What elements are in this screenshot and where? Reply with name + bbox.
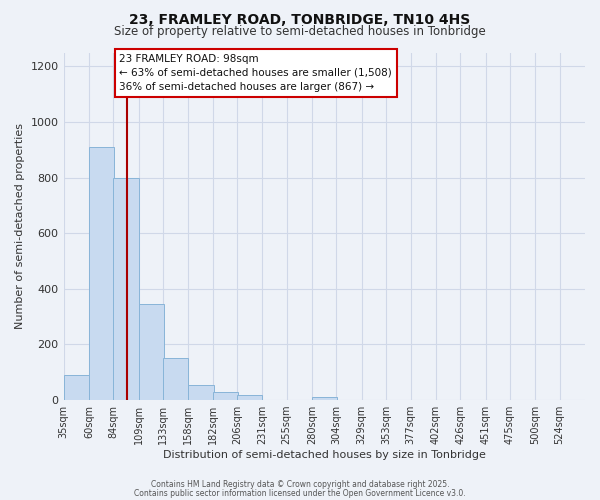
Bar — [312, 398, 337, 400]
Y-axis label: Number of semi-detached properties: Number of semi-detached properties — [15, 124, 25, 330]
Text: Size of property relative to semi-detached houses in Tonbridge: Size of property relative to semi-detach… — [114, 25, 486, 38]
Text: Contains HM Land Registry data © Crown copyright and database right 2025.: Contains HM Land Registry data © Crown c… — [151, 480, 449, 489]
Bar — [237, 394, 262, 400]
Bar — [163, 358, 188, 400]
Text: 23 FRAMLEY ROAD: 98sqm
← 63% of semi-detached houses are smaller (1,508)
36% of : 23 FRAMLEY ROAD: 98sqm ← 63% of semi-det… — [119, 54, 392, 92]
Bar — [188, 385, 214, 400]
Text: 23, FRAMLEY ROAD, TONBRIDGE, TN10 4HS: 23, FRAMLEY ROAD, TONBRIDGE, TN10 4HS — [130, 12, 470, 26]
Bar — [64, 375, 89, 400]
Bar — [89, 147, 114, 400]
Bar — [113, 178, 139, 400]
Bar — [212, 392, 238, 400]
Text: Contains public sector information licensed under the Open Government Licence v3: Contains public sector information licen… — [134, 488, 466, 498]
X-axis label: Distribution of semi-detached houses by size in Tonbridge: Distribution of semi-detached houses by … — [163, 450, 486, 460]
Bar — [139, 304, 164, 400]
